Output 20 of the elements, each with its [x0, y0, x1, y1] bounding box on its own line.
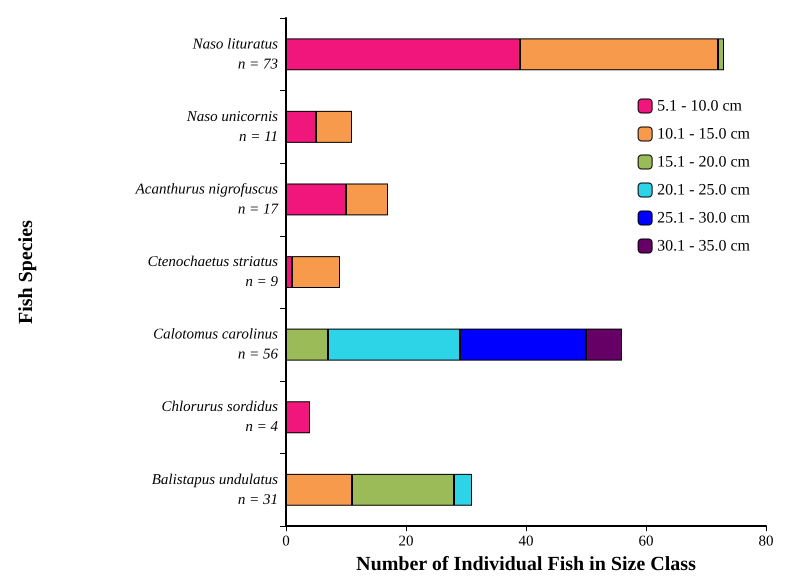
- legend-label: 25.1 - 30.0 cm: [657, 210, 751, 226]
- y-tick-label: Balistapus undulatus n = 31: [152, 472, 278, 508]
- legend-label: 30.1 - 35.0 cm: [657, 238, 751, 254]
- y-tick-label: Naso unicornis n = 11: [186, 108, 278, 145]
- y-tick-label: Chlorurus sordidus n = 4: [161, 399, 278, 436]
- y-tick-label: Calotomus carolinus n = 56: [153, 326, 278, 363]
- x-tick-label: 0: [282, 534, 290, 550]
- legend-label: 5.1 - 10.0 cm: [657, 98, 743, 114]
- y-tick-label: Naso lituratus n = 73: [192, 36, 278, 72]
- x-tick-label: 20: [398, 534, 414, 550]
- x-tick-label: 60: [638, 534, 654, 550]
- legend-label: 10.1 - 15.0 cm: [657, 126, 751, 142]
- x-tick-label: 40: [518, 534, 534, 550]
- y-tick-label: Ctenochaetus striatus n = 9: [148, 254, 278, 290]
- legend-label: 15.1 - 20.0 cm: [657, 154, 751, 170]
- y-axis-title: Fish Species: [15, 220, 37, 324]
- x-tick-label: 80: [758, 534, 774, 550]
- legend-label: 20.1 - 25.0 cm: [657, 182, 751, 198]
- x-axis-title: Number of Individual Fish in Size Class: [356, 553, 696, 575]
- y-tick-label: Acanthurus nigrofuscus n = 17: [134, 181, 280, 218]
